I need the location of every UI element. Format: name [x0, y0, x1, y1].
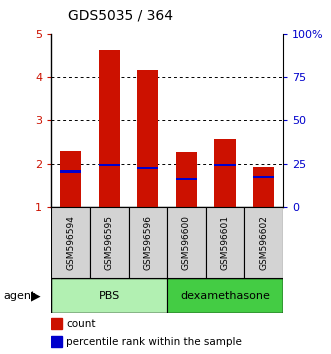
Text: GSM596595: GSM596595 [105, 215, 114, 270]
Text: count: count [66, 319, 96, 329]
Bar [51, 207, 90, 278]
Text: GSM596601: GSM596601 [220, 215, 230, 270]
Bar [137, 167, 159, 169]
Text: PBS: PBS [99, 291, 120, 301]
Bar [214, 164, 236, 166]
Bar [253, 167, 274, 207]
Text: GSM596596: GSM596596 [143, 215, 152, 270]
Bar [60, 170, 81, 173]
Bar [244, 207, 283, 278]
Bar [253, 176, 274, 178]
Bar [137, 70, 159, 207]
Bar [51, 278, 167, 313]
Bar [167, 207, 206, 278]
Text: dexamethasone: dexamethasone [180, 291, 270, 301]
Bar [206, 207, 244, 278]
Bar [51, 336, 62, 347]
Bar [214, 138, 236, 207]
Bar [167, 278, 283, 313]
Text: agent: agent [3, 291, 36, 301]
Text: GSM596594: GSM596594 [66, 215, 75, 270]
Bar [90, 207, 128, 278]
Text: GSM596600: GSM596600 [182, 215, 191, 270]
Text: ▶: ▶ [31, 289, 41, 302]
Text: GSM596602: GSM596602 [259, 215, 268, 270]
Text: percentile rank within the sample: percentile rank within the sample [66, 337, 242, 347]
Bar [51, 319, 62, 329]
Bar [176, 178, 197, 180]
Bar [128, 207, 167, 278]
Bar [99, 164, 120, 166]
Bar [99, 50, 120, 207]
Bar [176, 152, 197, 207]
Text: GDS5035 / 364: GDS5035 / 364 [68, 9, 173, 23]
Bar [60, 151, 81, 207]
